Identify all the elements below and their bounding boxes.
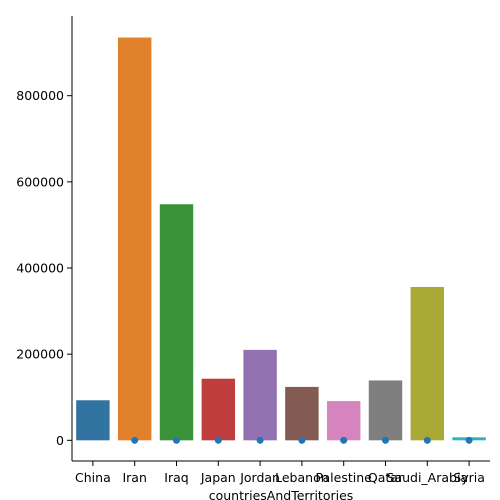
x-tick-label: Japan [200,470,236,485]
bar-saudi-arabia [410,286,445,441]
marker-jordan [256,436,264,444]
bar-qatar [368,380,403,441]
y-tick-label: 400000 [16,261,64,276]
marker-qatar [382,436,389,444]
bar-china [76,400,110,441]
x-tick-label: Saudi_Arabia [387,470,469,485]
bar-japan [201,378,236,441]
marker-saudi-arabia [423,436,431,444]
bar-iraq [159,204,194,441]
y-tick-label: 200000 [16,347,64,362]
x-tick-label: China [75,470,111,485]
marker-japan [214,436,222,444]
markers-group [131,436,473,444]
y-tick-label: 600000 [16,174,64,189]
marker-palestine [340,436,348,444]
marker-iraq [173,436,180,444]
x-tick-label: Iraq [164,470,188,485]
x-tick-label: Iran [122,470,146,485]
bar-lebanon [285,386,319,441]
x-ticks-group: China Iran Iraq Japan JordanLebanonPalestine… [75,461,485,485]
y-tick-label: 0 [56,433,64,448]
bar-jordan [243,349,277,441]
marker-lebanon [298,436,306,444]
bars-group [76,37,486,441]
y-tick-label: 800000 [16,88,64,103]
bar-palestine [326,401,361,441]
y-ticks-group: 0 200000 400000 600000 800000 [16,88,72,448]
x-tick-label: Jordan [239,470,280,485]
x-tick-label: Lebanon [275,470,329,485]
marker-syria [465,436,473,444]
x-axis-title: countriesAndTerritories [209,488,354,500]
bar-iran [117,37,152,441]
x-tick-label: Qatar [368,470,404,485]
marker-iran [131,436,139,444]
x-tick-label: Syria [453,470,485,485]
x-tick-label: Palestine [316,470,373,485]
